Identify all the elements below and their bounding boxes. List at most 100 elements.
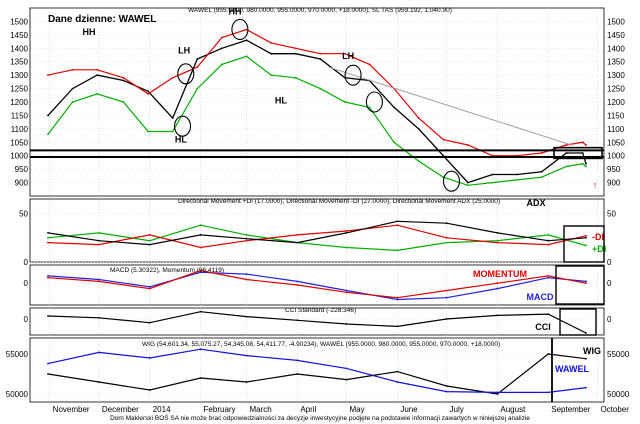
y-tick-left: 0 [24, 315, 29, 324]
data-point [445, 241, 448, 244]
data-point [585, 282, 587, 285]
label-adx: ADX [526, 198, 545, 208]
axes: November December 2014 February March April Ma… [6, 7, 630, 414]
data-point [199, 269, 202, 272]
data-point [294, 76, 297, 79]
data-point [345, 378, 348, 381]
y-tick-left: 50000 [6, 390, 29, 399]
data-point [345, 367, 348, 370]
data-point [547, 234, 550, 236]
data-point [547, 391, 550, 394]
data-point [245, 39, 248, 42]
series-adx [47, 220, 587, 246]
data-point [122, 79, 125, 82]
data-point [581, 141, 584, 144]
data-point [344, 52, 346, 55]
month-label: May [350, 405, 365, 414]
data-point [345, 232, 348, 234]
label-wig: WIG [583, 346, 601, 356]
panel-header: MACD (5.30322), Momentum (96.4119) [110, 267, 224, 274]
data-point [199, 271, 202, 274]
y-tick-left: 1150 [11, 111, 29, 120]
month-label: July [450, 405, 464, 414]
series-macd [47, 271, 587, 301]
data-point [47, 241, 49, 244]
grid [31, 8, 603, 406]
y-tick-right: 0 [607, 258, 612, 267]
data-point [171, 117, 174, 119]
data-point [245, 28, 248, 31]
data-point [540, 176, 543, 179]
data-point [393, 141, 395, 144]
data-point [47, 275, 49, 277]
y-tick-left: 1350 [10, 58, 28, 67]
data-point [245, 55, 248, 58]
data-point [196, 87, 199, 90]
series-lines [47, 28, 587, 395]
month-label: December [102, 405, 139, 414]
data-point [396, 325, 399, 328]
data-point [294, 52, 297, 55]
annotation-hh: HH [83, 27, 96, 37]
data-point [319, 52, 322, 55]
data-point [296, 280, 299, 283]
highlight-box [553, 146, 603, 160]
data-point [148, 287, 151, 290]
label-minus-di: -DI [592, 232, 604, 242]
data-point [396, 296, 399, 299]
month-label: April [300, 405, 316, 414]
data-point [491, 181, 494, 184]
data-point [47, 362, 49, 365]
data-point [547, 353, 550, 355]
data-point [199, 310, 202, 313]
data-point [47, 315, 49, 317]
annotation-hh: HH [229, 7, 242, 17]
trendline [328, 66, 572, 146]
panel-header: WIG (54,601.34, 55,075.27, 54,345.08, 54… [142, 341, 500, 348]
data-point [565, 152, 568, 154]
data-point [147, 130, 150, 133]
data-point [96, 68, 99, 71]
series-sl-tas-upper [47, 28, 587, 157]
data-point [396, 224, 399, 227]
y-tick-left: 0 [24, 279, 29, 288]
data-point [245, 234, 248, 236]
data-point [47, 114, 49, 117]
data-point [496, 241, 499, 244]
data-point [47, 232, 49, 234]
y-tick-right: 55000 [607, 350, 630, 359]
data-point [270, 52, 272, 55]
y-tick-left: 1300 [10, 71, 28, 80]
data-point [221, 63, 223, 66]
label-wawel: WAWEL [555, 364, 589, 374]
data-point [565, 165, 568, 168]
annotation-lh: LH [178, 46, 190, 56]
data-point [467, 144, 469, 146]
data-point [199, 246, 202, 249]
y-tick-right: 1300 [607, 71, 625, 80]
wig-panel [29, 337, 605, 403]
data-point [516, 173, 518, 176]
pivot-circle [177, 63, 195, 85]
data-point [496, 391, 499, 394]
data-point [547, 243, 550, 246]
y-tick-left: 1500 [10, 17, 28, 26]
data-point [445, 385, 448, 387]
panel-header: CCI Standard (-228.346) [285, 307, 356, 314]
month-label: March [249, 405, 271, 414]
data-point [47, 236, 49, 239]
data-point [148, 389, 151, 391]
panel-header: Directional Movement +DI (17.0000), Dire… [178, 198, 500, 205]
data-point [396, 220, 399, 223]
data-point [199, 234, 202, 236]
data-point [148, 234, 151, 236]
pivot-circle [344, 64, 362, 86]
data-point [47, 276, 49, 279]
y-tick-left: 1250 [10, 85, 28, 94]
data-point [199, 348, 202, 351]
y-tick-right: 0 [607, 315, 612, 324]
data-point [147, 90, 150, 93]
data-point [196, 58, 199, 60]
month-label: August [500, 405, 526, 414]
data-point [98, 232, 100, 234]
